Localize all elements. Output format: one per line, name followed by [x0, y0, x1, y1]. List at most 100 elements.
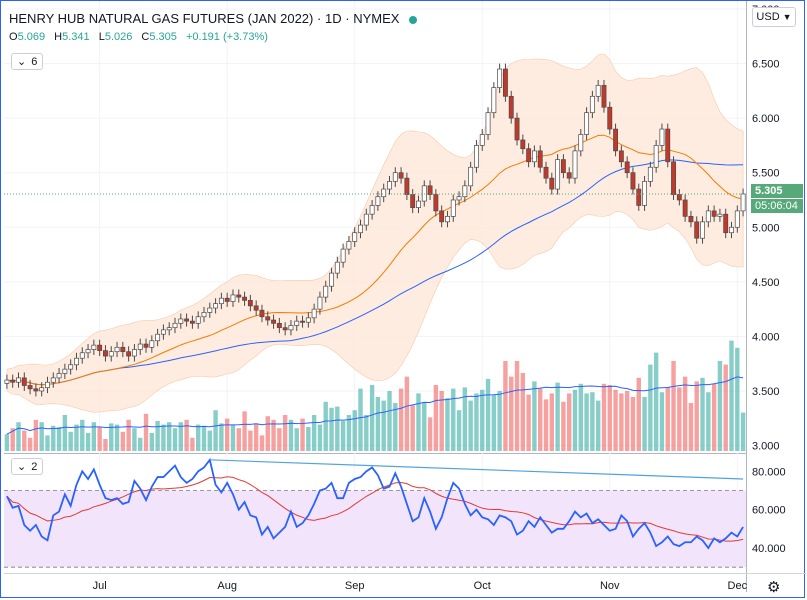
candle-body [114, 346, 120, 353]
candle-body [247, 300, 253, 307]
rsi-indicators-toggle[interactable]: ⌄ 2 [11, 458, 44, 475]
candle-body [688, 216, 694, 223]
volume-bar [74, 424, 79, 451]
volume-bar [184, 419, 189, 451]
volume-bar [497, 391, 502, 451]
candle-body [242, 296, 248, 301]
candle-body [155, 333, 161, 342]
candle-body [311, 308, 317, 319]
volume-bar [578, 383, 583, 451]
volume-bar [195, 424, 201, 451]
candle-body [398, 172, 404, 179]
volume-bar [167, 422, 172, 451]
volume-bar [398, 388, 404, 451]
indicators-toggle[interactable]: ⌄ 6 [11, 53, 44, 70]
volume-bar [538, 388, 543, 451]
volume-bar [532, 381, 537, 451]
candle-body [485, 112, 491, 135]
envelope-band [6, 53, 744, 413]
candle-body [537, 150, 543, 168]
candle-body [647, 166, 653, 182]
candle-body [705, 210, 711, 223]
candle-body [613, 128, 619, 152]
candle-body [491, 87, 497, 114]
price-tick-label: 3.000 [752, 441, 780, 453]
volume-bar [51, 425, 56, 451]
volume-bar [404, 376, 410, 451]
time-tick-label: Nov [600, 580, 620, 592]
volume-bar [236, 428, 241, 451]
volume-bar [80, 419, 85, 451]
volume-bar [219, 423, 224, 451]
time-tick-label: Oct [474, 580, 491, 592]
candle-body [103, 350, 108, 357]
candle-body [607, 106, 613, 130]
candle-body [4, 379, 10, 384]
candle-body [352, 232, 358, 242]
candle-body [387, 181, 392, 190]
currency-select[interactable]: USD ▼ [752, 7, 796, 27]
rsi-signal-line [6, 476, 744, 542]
candle-body [381, 188, 387, 198]
volume-bar [445, 398, 450, 451]
candle-body [213, 303, 219, 309]
candle-body [282, 327, 288, 331]
ma-slow-line [6, 159, 744, 386]
volume-bar [584, 393, 589, 451]
open-value: 5.069 [17, 31, 46, 43]
currency-label: USD [756, 11, 780, 23]
candle-body [56, 373, 62, 379]
volume-bar [120, 431, 126, 451]
volume-bar [381, 400, 386, 451]
price-tick-label: 3.500 [752, 386, 780, 398]
candle-body [589, 95, 595, 114]
candle-body [137, 343, 143, 350]
volume-bar [4, 434, 10, 451]
candle-body [433, 194, 439, 212]
price-tick-label: 5.000 [752, 222, 780, 234]
candle-body [334, 261, 340, 274]
volume-bar [416, 393, 421, 451]
volume-bar [433, 385, 439, 451]
candle-body [207, 307, 213, 313]
volume-bar [427, 417, 433, 451]
close-label: C [141, 31, 150, 43]
candle-body [502, 68, 508, 97]
interval-label[interactable]: 1D [324, 11, 342, 26]
high-label: H [54, 31, 63, 43]
candle-body [450, 199, 456, 217]
title-separator: · [345, 11, 350, 26]
candle-body [305, 317, 311, 323]
candle-body [120, 346, 126, 353]
candle-body [560, 159, 566, 174]
volume-bar [485, 379, 491, 451]
volume-bar [329, 407, 334, 451]
volume-bar [340, 421, 346, 451]
volume-bar [566, 393, 572, 451]
volume-bar [253, 423, 259, 451]
volume-bar [393, 403, 398, 451]
gear-icon[interactable]: ⚙ [767, 579, 781, 596]
volume-bar [677, 387, 682, 451]
volume-bar [10, 428, 15, 451]
volume-bar [729, 340, 734, 451]
title-separator: · [317, 11, 322, 26]
candle-body [195, 316, 201, 324]
volume-bar [607, 385, 612, 451]
candle-body [340, 248, 346, 263]
volume-bar [590, 392, 595, 451]
volume-bar [462, 387, 468, 451]
rsi-line [6, 457, 744, 550]
countdown-badge: 05:06:04 [751, 199, 803, 213]
open-label: O [9, 31, 18, 43]
volume-bar [468, 400, 473, 451]
candle-body [317, 296, 323, 310]
volume-bar [149, 433, 155, 451]
volume-bar [126, 419, 131, 451]
candle-body [108, 351, 114, 357]
volume-bar [259, 435, 265, 451]
candle-body [392, 172, 398, 182]
candle-body [555, 159, 561, 190]
symbol-title[interactable]: HENRY HUB NATURAL GAS FUTURES (JAN 2022)… [9, 11, 418, 26]
